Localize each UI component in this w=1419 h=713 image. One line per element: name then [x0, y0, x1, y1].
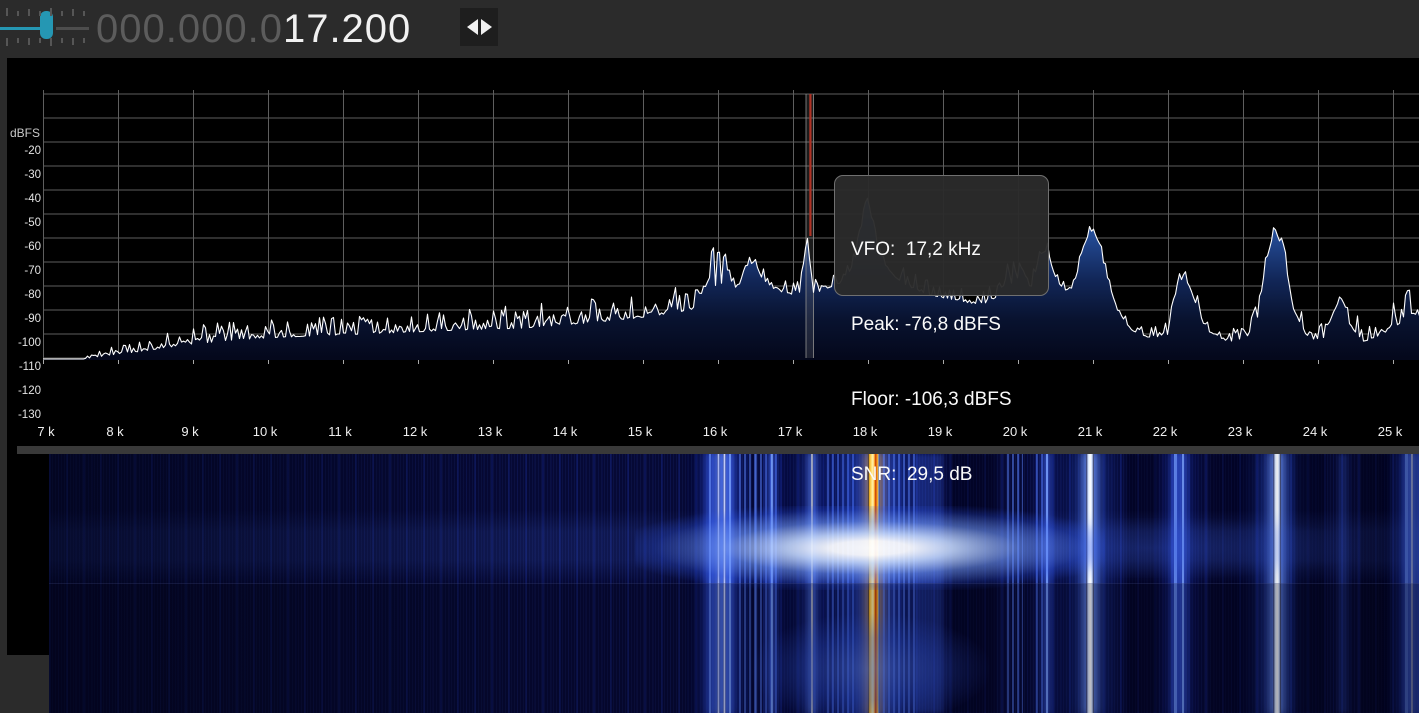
slider-tick — [28, 38, 30, 45]
waterfall-history-seam — [49, 583, 1419, 713]
y-tick-label: -50 — [7, 217, 41, 229]
frequency-value[interactable]: 17.200 — [283, 7, 411, 52]
tuning-slider[interactable] — [0, 2, 92, 54]
y-tick-label: -90 — [7, 313, 41, 325]
x-tick-label: 22 k — [1153, 424, 1178, 439]
tooltip-peak: Peak: -76,8 dBFS — [851, 312, 1048, 337]
y-tick-label: -100 — [7, 337, 41, 349]
y-axis-unit-label: dBFS — [10, 126, 40, 140]
y-tick-label: -130 — [7, 409, 41, 421]
x-tick-label: 17 k — [778, 424, 803, 439]
slider-tick — [39, 38, 41, 43]
slider-tick — [72, 38, 74, 45]
x-tick-label: 7 k — [37, 424, 54, 439]
waterfall[interactable] — [49, 454, 1419, 713]
slider-tick — [61, 38, 63, 43]
right-arrow-icon[interactable] — [481, 19, 492, 35]
display-panel: dBFS -20 -30 -40 -50 -60 -70 -80 -90 -100 -110 -12… — [7, 58, 1419, 655]
panel-separator[interactable] — [17, 446, 1419, 454]
tooltip-snr: SNR: 29,5 dB — [851, 462, 1048, 487]
x-tick-label: 8 k — [106, 424, 123, 439]
slider-track[interactable] — [56, 27, 89, 30]
slider-tick — [39, 11, 41, 16]
slider-tick — [6, 8, 8, 16]
x-tick-label: 11 k — [328, 424, 352, 439]
x-tick-label: 13 k — [478, 424, 503, 439]
slider-tick — [17, 11, 19, 16]
x-tick-label: 16 k — [703, 424, 728, 439]
slider-tick — [6, 38, 8, 46]
y-tick-label: -110 — [7, 361, 41, 373]
slider-tick — [61, 11, 63, 16]
x-tick-label: 15 k — [628, 424, 653, 439]
slider-track-active[interactable] — [0, 27, 44, 30]
x-tick-label: 23 k — [1228, 424, 1253, 439]
slider-tick — [72, 9, 74, 16]
y-tick-label: -70 — [7, 265, 41, 277]
slider-tick — [28, 9, 30, 16]
left-edge-strip — [0, 58, 7, 655]
x-tick-label: 14 k — [553, 424, 578, 439]
frequency-leading-zeros[interactable]: 000.000.0 — [96, 7, 283, 52]
slider-tick — [83, 11, 85, 16]
slider-tick — [83, 38, 85, 43]
y-tick-label: -20 — [7, 145, 41, 157]
slider-tick — [50, 38, 52, 46]
vfo-marker[interactable] — [806, 94, 814, 358]
y-tick-label: -60 — [7, 241, 41, 253]
x-tick-label: 10 k — [253, 424, 278, 439]
tooltip-vfo: VFO: 17,2 kHz — [851, 237, 1048, 262]
x-tick-label: 24 k — [1303, 424, 1328, 439]
left-arrow-icon[interactable] — [467, 19, 478, 35]
frequency-step-button[interactable] — [460, 8, 498, 46]
y-tick-label: -80 — [7, 289, 41, 301]
x-tick-label: 12 k — [403, 424, 428, 439]
cursor-tooltip: VFO: 17,2 kHz Peak: -76,8 dBFS Floor: -1… — [834, 175, 1049, 296]
slider-tick — [17, 38, 19, 43]
x-tick-label: 9 k — [181, 424, 198, 439]
y-tick-label: -120 — [7, 385, 41, 397]
y-tick-label: -30 — [7, 169, 41, 181]
tooltip-floor: Floor: -106,3 dBFS — [851, 387, 1048, 412]
y-tick-label: -40 — [7, 193, 41, 205]
spectrum-plot[interactable] — [7, 58, 1419, 458]
slider-tick — [50, 8, 52, 16]
x-tick-label: 25 k — [1378, 424, 1403, 439]
x-tick-label: 21 k — [1078, 424, 1103, 439]
